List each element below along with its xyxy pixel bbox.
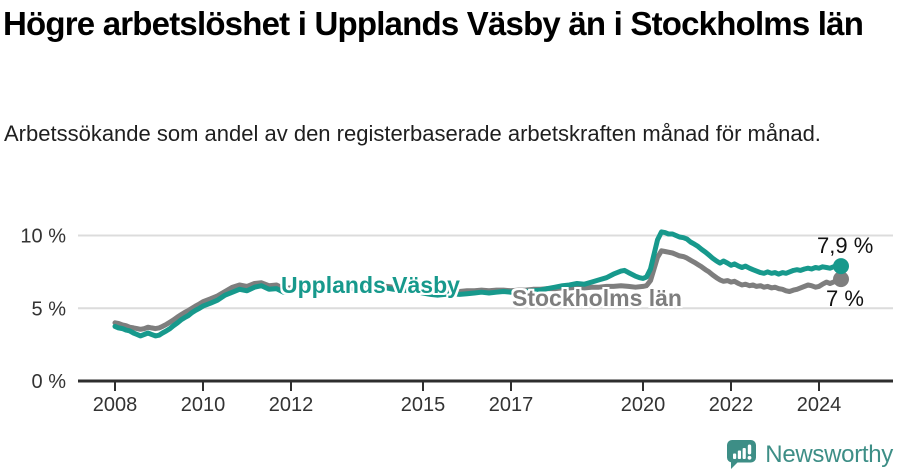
x-axis-tick-label: 2017	[489, 394, 534, 416]
logo-bar-2	[738, 450, 742, 459]
series-line-upplands-vasby	[112, 229, 844, 339]
x-axis-tick-label: 2012	[269, 394, 314, 416]
x-axis-tick-label: 2015	[401, 394, 446, 416]
series-end-dot-upplands-vasby	[833, 258, 849, 275]
series-label-upplands-vasby: Upplands Väsby	[281, 272, 460, 298]
logo-bar-1	[733, 453, 737, 459]
end-value-label-upplands-vasby: 7,9 %	[817, 233, 874, 258]
x-axis-tick-label: 2024	[797, 394, 842, 416]
y-axis-tick-label: 0 %	[32, 371, 67, 393]
x-axis-tick-label: 2020	[621, 394, 666, 416]
newsworthy-logo[interactable]: Newsworthy	[726, 439, 893, 470]
y-axis-tick-label: 10 %	[20, 226, 66, 248]
x-axis-tick-label: 2022	[709, 394, 754, 416]
x-axis-tick-label: 2010	[181, 394, 226, 416]
newsworthy-logo-icon	[727, 440, 757, 469]
newsworthy-logo-text: Newsworthy	[765, 440, 893, 468]
series-label-stockholms-lan: Stockholms län	[512, 285, 682, 311]
logo-bar-3	[742, 448, 747, 459]
chart-title: Högre arbetslöshet i Upplands Väsby än i…	[3, 5, 864, 42]
series-end-dot-stockholms-lan	[833, 271, 849, 288]
chart-subtitle: Arbetssökande som andel av den registerb…	[4, 121, 821, 146]
end-value-label-stockholms-lan: 7 %	[826, 286, 864, 311]
y-axis-tick-label: 5 %	[32, 298, 67, 320]
logo-exclamation-line	[748, 444, 752, 455]
x-axis-tick-label: 2008	[93, 394, 138, 416]
logo-exclamation-dot	[747, 455, 752, 460]
